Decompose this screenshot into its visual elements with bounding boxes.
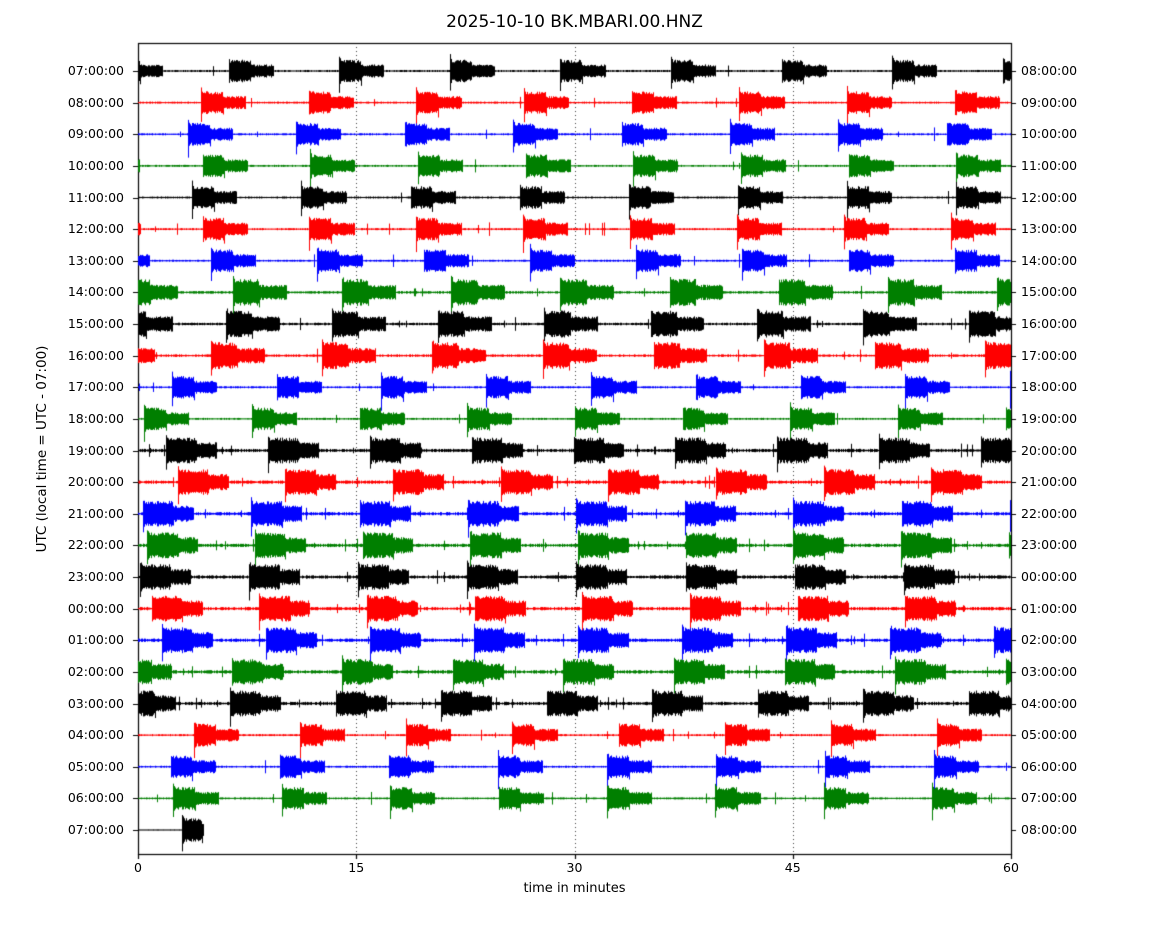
right-axis-tick-labels: 08:00:00 09:00:00 10:00:00 11:00:00 12:00:00… [1021,0,1146,950]
utc-time-tick-label: 07:00:00 [67,822,124,837]
local-time-tick-label: 03:00:00 [1021,663,1078,679]
utc-time-tick-label: 21:00:00 [67,505,124,521]
utc-time-tick-label: 08:00:00 [67,94,124,110]
local-time-tick-label: 07:00:00 [1021,790,1078,806]
utc-time-tick-label: 06:00:00 [67,790,124,806]
local-time-tick-label: 16:00:00 [1021,316,1078,331]
local-time-tick-label: 08:00:00 [1021,822,1078,837]
utc-time-tick-label: 09:00:00 [67,126,124,142]
utc-time-tick-label: 12:00:00 [67,221,124,237]
left-axis-tick-labels: 07:00:00 08:00:00 09:00:00 10:00:00 11:00:00… [0,0,124,950]
local-time-tick-label: 21:00:00 [1021,474,1078,490]
local-time-tick-label: 15:00:00 [1021,284,1078,300]
utc-time-tick-label: 03:00:00 [67,695,124,711]
local-time-tick-label: 02:00:00 [1021,632,1078,648]
utc-time-tick-label: 10:00:00 [67,157,124,173]
local-time-tick-label: 13:00:00 [1021,221,1078,237]
utc-time-tick-label: 04:00:00 [67,727,124,743]
local-time-tick-label: 12:00:00 [1021,189,1078,205]
utc-time-tick-label: 22:00:00 [67,537,124,553]
local-time-tick-label: 18:00:00 [1021,379,1078,395]
local-time-tick-label: 04:00:00 [1021,695,1078,711]
local-time-tick-label: 00:00:00 [1021,569,1078,584]
local-time-tick-label: 11:00:00 [1021,157,1078,173]
local-time-tick-label: 23:00:00 [1021,537,1078,553]
x-tick-label: 60 [1003,860,1019,875]
utc-time-tick-label: 02:00:00 [67,663,124,679]
x-tick-label: 15 [348,860,365,875]
local-time-tick-label: 06:00:00 [1021,758,1078,774]
local-time-tick-label: 09:00:00 [1021,94,1078,110]
chart-title: 2025-10-10 BK.MBARI.00.HNZ [446,12,703,32]
local-time-tick-label: 19:00:00 [1021,410,1078,426]
utc-time-tick-label: 18:00:00 [67,410,124,426]
utc-time-tick-label: 19:00:00 [67,442,124,458]
local-time-tick-label: 05:00:00 [1021,727,1078,743]
utc-time-tick-label: 16:00:00 [67,347,124,363]
utc-time-tick-label: 14:00:00 [67,284,124,300]
local-time-tick-label: 08:00:00 [1021,63,1078,78]
utc-time-tick-label: 13:00:00 [67,252,124,268]
local-time-tick-label: 22:00:00 [1021,505,1078,521]
x-tick-label: 45 [784,860,801,875]
utc-time-tick-label: 15:00:00 [67,316,124,331]
utc-time-tick-label: 20:00:00 [67,474,124,490]
local-time-tick-label: 17:00:00 [1021,347,1078,363]
local-time-tick-label: 10:00:00 [1021,126,1078,142]
local-time-tick-label: 14:00:00 [1021,252,1078,268]
local-time-tick-label: 20:00:00 [1021,442,1078,458]
utc-time-tick-label: 01:00:00 [67,632,124,648]
local-time-tick-label: 01:00:00 [1021,600,1078,616]
utc-time-tick-label: 17:00:00 [67,379,124,395]
utc-time-tick-label: 05:00:00 [67,758,124,774]
utc-time-tick-label: 11:00:00 [67,189,124,205]
x-tick-label: 0 [134,860,142,875]
utc-time-tick-label: 07:00:00 [67,63,124,78]
utc-time-tick-label: 23:00:00 [67,569,124,584]
x-axis-label: time in minutes [523,881,626,896]
x-tick-label: 30 [566,860,583,875]
utc-time-tick-label: 00:00:00 [67,600,124,616]
